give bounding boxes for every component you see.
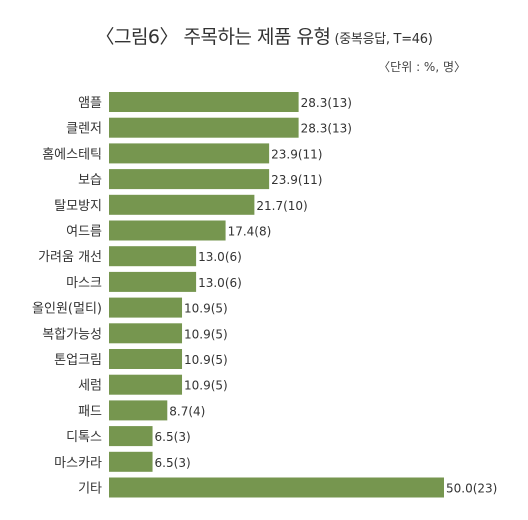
category-label-5: 여드름: [66, 225, 102, 240]
bar-8: [109, 297, 183, 318]
value-label-9: 10.9(5): [184, 327, 228, 341]
category-label-12: 패드: [78, 404, 102, 419]
value-label-12: 8.7(4): [169, 404, 205, 418]
category-label-13: 디톡스: [66, 430, 102, 445]
bar-10: [109, 349, 183, 369]
chart-title-row: 〈그림6〉 주목하는 제품 유형 (중복응답, T=46): [0, 22, 528, 49]
bar-4: [109, 194, 255, 215]
category-label-15: 기타: [78, 482, 102, 497]
category-label-7: 마스크: [66, 276, 102, 291]
category-label-10: 톤업크림: [54, 353, 102, 368]
bar-9: [109, 323, 183, 344]
chart-title-note: (중복응답, T=46): [334, 32, 433, 47]
value-label-8: 10.9(5): [184, 302, 228, 316]
category-label-4: 탈모방지: [54, 199, 102, 214]
bar-0: [109, 92, 299, 112]
value-label-10: 10.9(5): [184, 353, 228, 367]
category-label-2: 홈에스테틱: [42, 147, 102, 162]
bar-1: [109, 117, 299, 138]
value-label-4: 21.7(10): [256, 199, 307, 213]
value-label-5: 17.4(8): [228, 225, 272, 239]
category-label-11: 세럼: [78, 379, 102, 394]
category-label-1: 클렌저: [66, 122, 102, 137]
bar-6: [109, 246, 197, 267]
bar-5: [109, 220, 226, 241]
value-label-11: 10.9(5): [184, 379, 228, 393]
value-label-14: 6.5(3): [155, 456, 191, 470]
category-label-3: 보습: [78, 173, 102, 188]
value-label-0: 28.3(13): [301, 96, 352, 110]
value-label-6: 13.0(6): [198, 250, 242, 264]
category-label-0: 앰플: [78, 96, 102, 111]
category-label-14: 마스카라: [54, 456, 102, 471]
category-label-6: 가려움 개선: [38, 250, 102, 265]
bar-2: [109, 143, 270, 164]
value-label-15: 50.0(23): [446, 482, 497, 496]
value-label-13: 6.5(3): [155, 430, 191, 444]
value-label-1: 28.3(13): [301, 122, 352, 136]
chart-title: 〈그림6〉 주목하는 제품 유형: [95, 26, 331, 48]
bar-15: [109, 477, 444, 498]
value-label-2: 23.9(11): [271, 147, 322, 161]
bar-14: [109, 451, 153, 472]
bar-3: [109, 169, 270, 190]
bar-11: [109, 374, 183, 395]
category-label-8: 올인원(멀티): [32, 302, 102, 317]
bar-13: [109, 426, 153, 447]
category-label-9: 복합가능성: [42, 327, 102, 342]
bar-7: [109, 271, 197, 292]
value-label-7: 13.0(6): [198, 276, 242, 290]
unit-note: 〈단위 : %, 명〉: [378, 60, 466, 74]
bar-12: [109, 400, 168, 421]
value-label-3: 23.9(11): [271, 173, 322, 187]
